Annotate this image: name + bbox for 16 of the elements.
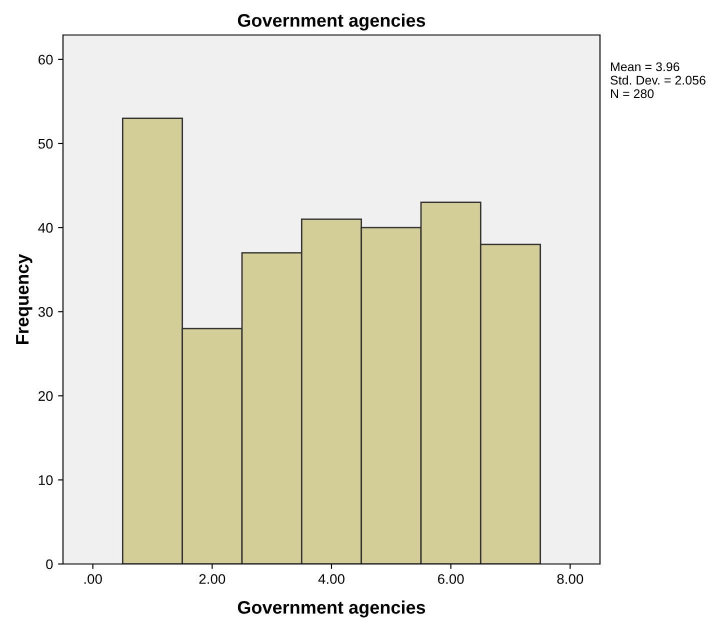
chart-title: Government agencies: [238, 14, 426, 30]
text: Mean = 3.96 Std. Dev. = 2.056 N = 280: [610, 62, 706, 98]
y-tick-label: 0: [46, 559, 53, 570]
y-tick-label: 20: [38, 391, 53, 401]
y-tick-label: 40: [38, 222, 53, 233]
x-tick-label: 4.00: [318, 574, 344, 584]
y-tick-label: 10: [38, 475, 53, 486]
y-tick-label: 30: [38, 307, 53, 317]
x-tick-label: 6.00: [438, 574, 464, 584]
x-axis-title: Government agencies: [238, 600, 426, 618]
x-tick-label: 2.00: [199, 574, 226, 584]
y-axis-title: Frequency: [16, 254, 32, 344]
y-tick-label: 60: [38, 54, 53, 65]
x-tick-label: 8.00: [557, 574, 584, 584]
y-tick-label: 50: [38, 138, 53, 149]
x-tick-label: .00: [84, 574, 102, 584]
